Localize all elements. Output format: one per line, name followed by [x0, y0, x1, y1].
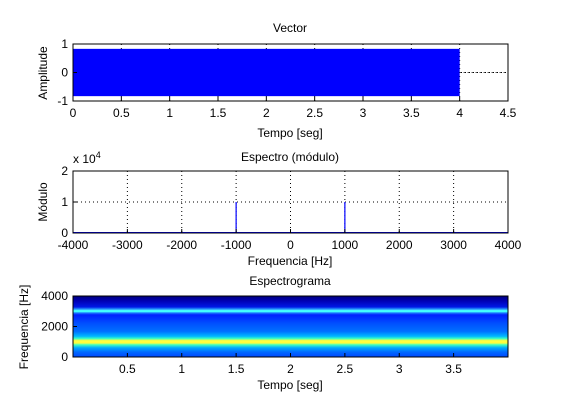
spectrum-peaks: [73, 202, 508, 233]
spectrogram-bands: [73, 310, 508, 343]
vector-xtick-label: 4: [456, 106, 463, 120]
vector-ytick-label: 0: [61, 66, 68, 80]
spectrogram-xtick-label: 1.5: [228, 362, 245, 376]
spectrogram-xlabel: Tempo [seg]: [257, 378, 322, 392]
spectrum-xlabel: Frequencia [Hz]: [248, 254, 333, 268]
spectrogram-xtick-label: 2: [287, 362, 294, 376]
spectrum-grid: [72, 170, 509, 234]
spectrogram-ticks: 0.5 1 1.5 2 2.5 3 3.5 0 2000 4000: [41, 289, 462, 376]
vector-ticks: 0 0.5 1 1.5 2 2.5 3 3.5 4 4.5-101: [57, 37, 516, 120]
subplot-vector: Vector 0 0.5 1 1.5 2 2.5 3 3.5 4 4.5-101 Tempo [s…: [36, 21, 517, 140]
spectrum-xtick-label: -4000: [58, 238, 89, 252]
subplot-spectrum: Espectro (módulo) x 104 -4000 -3000 -2000-…: [36, 150, 522, 268]
spectrogram-ylabel: Frequencia [Hz]: [17, 285, 31, 370]
vector-signal: [73, 48, 460, 97]
vector-xlabel: Tempo [seg]: [257, 126, 322, 140]
subplot-spectrogram: Espectrograma 0.5 1 1.5 2 2.5 3 3.5 0 2000 4000 T…: [17, 274, 509, 392]
spectrogram-ytick-label: 4000: [41, 289, 68, 303]
spectrum-ticks: -4000 -3000 -2000 -1000 0 1000 2000 3000 4000 0 1 2: [58, 164, 522, 252]
spectrum-xtick-label: 1000: [332, 238, 359, 252]
spectrum-xtick-label: -2000: [166, 238, 197, 252]
spectrogram-xtick-label: 1: [178, 362, 185, 376]
vector-ytick-label: 1: [61, 37, 68, 51]
vector-xtick-label: 2: [263, 106, 270, 120]
spectrum-ytick-label: 0: [61, 226, 68, 240]
spectrogram-image: [73, 296, 508, 357]
spectrum-xtick-label: 2000: [386, 238, 413, 252]
spectrogram-ytick-label: 2000: [41, 320, 68, 334]
spectrum-xtick-label: 4000: [495, 238, 522, 252]
vector-xtick-label: 3: [360, 106, 367, 120]
spectrogram-title: Espectrograma: [249, 274, 331, 288]
spectrogram-xtick-label: 0.5: [119, 362, 136, 376]
spectrogram-ytick-label: 0: [61, 350, 68, 364]
spectrum-xtick-label: -1000: [221, 238, 252, 252]
vector-xtick-label: 1.5: [210, 106, 227, 120]
spectrum-xtick-label: 3000: [440, 238, 467, 252]
spectrogram-xtick-label: 3: [396, 362, 403, 376]
spectrum-scale-label: x 104: [73, 150, 101, 166]
vector-ylabel: Amplitude: [36, 46, 50, 100]
spectrum-xtick-label: -3000: [112, 238, 143, 252]
vector-xtick-label: 3.5: [403, 106, 420, 120]
spectrogram-xtick-label: 3.5: [445, 362, 462, 376]
vector-ytick-label: -1: [57, 94, 68, 108]
vector-xtick-label: 4.5: [500, 106, 517, 120]
vector-xtick-label: 0.5: [113, 106, 130, 120]
spectrum-ytick-label: 1: [61, 195, 68, 209]
vector-title: Vector: [273, 21, 307, 35]
vector-xtick-label: 2.5: [306, 106, 323, 120]
spectrum-xtick-label: 0: [287, 238, 294, 252]
spectrogram-xtick-label: 2.5: [337, 362, 354, 376]
vector-xtick-label: 1: [166, 106, 173, 120]
spectrum-ylabel: Módulo: [36, 182, 50, 222]
vector-xtick-label: 0: [70, 106, 77, 120]
spectrum-scale-exponent: 4: [96, 150, 101, 160]
spectrum-title: Espectro (módulo): [241, 150, 339, 164]
spectrum-ytick-label: 2: [61, 164, 68, 178]
